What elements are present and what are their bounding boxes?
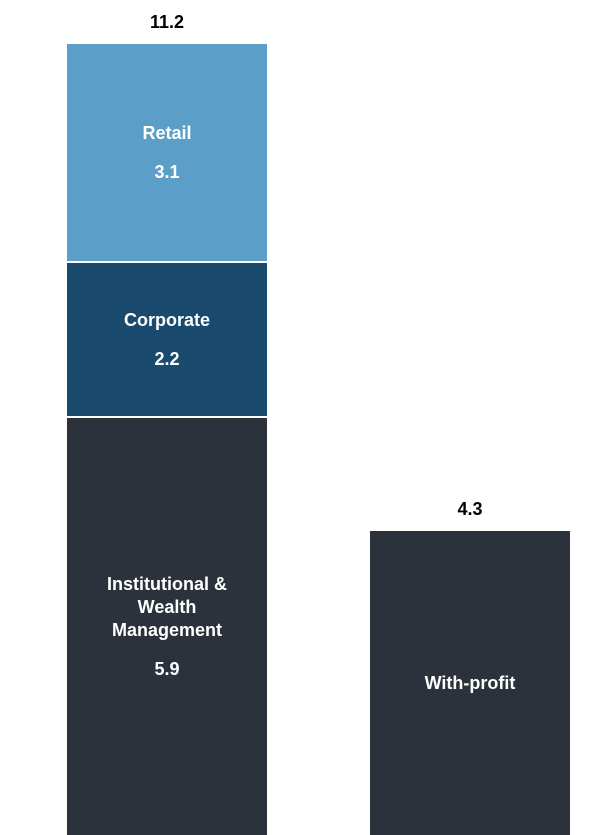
segment-label: With-profit: [424, 672, 516, 693]
bar-segment: Retail 3.1: [67, 44, 267, 262]
value-label: 2.2: [154, 348, 180, 369]
segment-label: Corporate: [123, 309, 210, 330]
segment-label: Institutional & Wealth Management: [107, 573, 227, 640]
total-label: 4.3: [457, 499, 483, 520]
value-label: 5.9: [154, 658, 180, 679]
bar-segment: Institutional & Wealth Management 5.9: [67, 418, 267, 835]
bar-segment: With-profit: [370, 531, 570, 835]
value-label: 3.1: [154, 161, 180, 182]
total-label: 11.2: [149, 12, 185, 33]
segment-label: Retail: [142, 122, 192, 143]
bar-segment: Corporate 2.2: [67, 263, 267, 417]
